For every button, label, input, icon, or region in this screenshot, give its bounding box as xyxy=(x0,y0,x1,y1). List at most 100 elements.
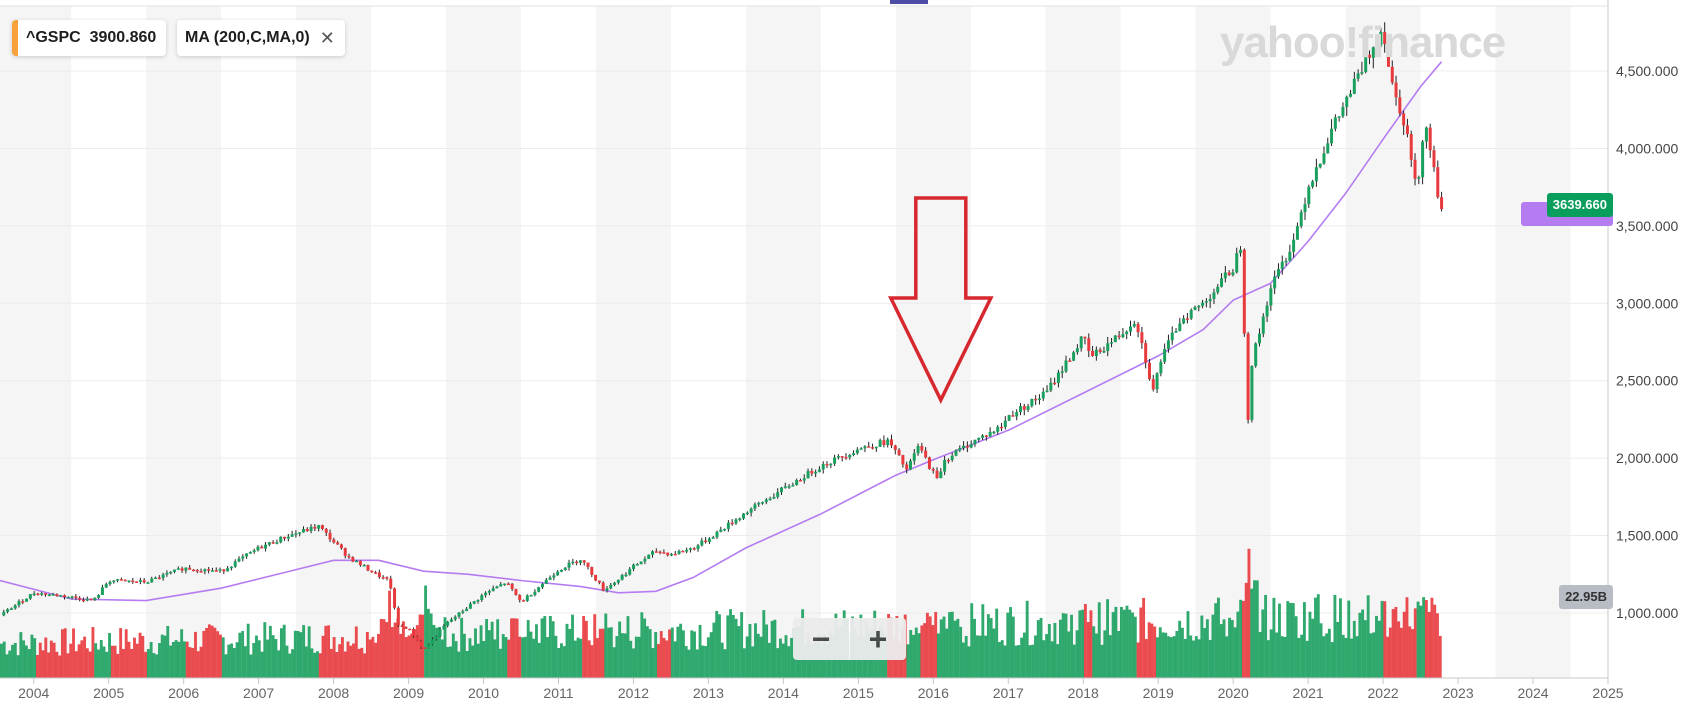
volume-bar xyxy=(1072,644,1076,678)
symbol-legend[interactable]: ^GSPC 3900.860 xyxy=(12,20,167,56)
volume-bar xyxy=(1253,580,1256,678)
volume-bar xyxy=(1422,597,1426,678)
candle-up xyxy=(1075,348,1079,353)
candle-down xyxy=(681,550,685,553)
volume-bar xyxy=(620,633,624,678)
candle-down xyxy=(207,569,211,571)
volume-bar xyxy=(648,629,652,678)
volume-bar xyxy=(754,623,757,678)
volume-bar xyxy=(169,645,172,678)
candle-up xyxy=(275,542,279,544)
candle-down xyxy=(1034,398,1038,401)
candle-up xyxy=(1125,331,1129,335)
candle-down xyxy=(586,562,590,568)
candle-up xyxy=(203,569,207,572)
candle-up xyxy=(1349,93,1353,97)
volume-bar xyxy=(1383,601,1387,678)
indicator-legend[interactable]: MA (200,C,MA,0) ✕ xyxy=(177,20,345,56)
volume-bar xyxy=(38,642,42,678)
candle-up xyxy=(1330,128,1334,144)
volume-bar xyxy=(1408,626,1412,678)
volume-bar xyxy=(1028,645,1032,678)
candle-down xyxy=(1386,43,1390,67)
candle-up xyxy=(639,561,643,565)
candle-down xyxy=(123,579,127,582)
volume-bar xyxy=(119,628,123,678)
volume-bar xyxy=(759,636,763,678)
candle-down xyxy=(157,577,161,580)
volume-bar xyxy=(349,645,353,678)
volume-bar xyxy=(1380,600,1384,678)
volume-bar xyxy=(1180,627,1184,678)
x-tick-label: 2022 xyxy=(1368,685,1399,701)
candle-up xyxy=(245,553,249,557)
volume-bar xyxy=(659,631,663,678)
candle-up xyxy=(723,528,727,531)
volume-bar xyxy=(493,639,497,678)
volume-bar xyxy=(332,637,336,678)
candle-up xyxy=(669,553,673,556)
volume-bar xyxy=(1097,602,1101,678)
x-tick-label: 2025 xyxy=(1592,685,1623,701)
volume-bar xyxy=(235,642,239,678)
candle-up xyxy=(950,455,954,461)
candle-up xyxy=(1201,302,1205,306)
volume-bar xyxy=(662,637,666,678)
candle-up xyxy=(567,562,571,568)
candle-up xyxy=(1041,391,1045,399)
candle-up xyxy=(1276,269,1280,277)
candle-down xyxy=(358,560,362,566)
candle-up xyxy=(578,560,582,563)
volume-bar xyxy=(975,635,979,678)
volume-bar xyxy=(390,627,394,678)
zoom-out-button[interactable]: − xyxy=(811,620,831,657)
candle-down xyxy=(389,578,393,589)
volume-bar xyxy=(188,647,192,678)
x-tick-label: 2016 xyxy=(918,685,949,701)
candle-up xyxy=(449,619,453,622)
volume-bar xyxy=(63,628,67,678)
volume-bar xyxy=(166,625,170,678)
volume-bar xyxy=(809,644,813,678)
candle-up xyxy=(958,448,962,451)
volume-bar xyxy=(1289,602,1292,678)
zoom-in-button[interactable]: + xyxy=(849,618,906,660)
volume-bar xyxy=(925,612,929,678)
volume-bar xyxy=(784,635,788,678)
volume-bar xyxy=(27,649,31,678)
close-icon[interactable]: ✕ xyxy=(319,27,335,48)
candle-up xyxy=(427,644,431,649)
y-tick-label: 2,000.000 xyxy=(1616,450,1678,466)
volume-bar xyxy=(1114,606,1118,678)
candle-down xyxy=(890,439,894,446)
volume-bar xyxy=(576,637,580,678)
volume-bar xyxy=(421,614,425,678)
volume-bar xyxy=(790,637,793,678)
volume-bar xyxy=(1222,619,1226,678)
volume-bar xyxy=(1350,638,1353,678)
volume-bar xyxy=(673,641,677,678)
volume-bar xyxy=(1250,588,1254,678)
volume-bar xyxy=(765,624,769,678)
volume-bar xyxy=(443,617,447,678)
volume-bar xyxy=(665,640,669,678)
candle-down xyxy=(1140,332,1144,344)
candle-up xyxy=(241,556,245,559)
volume-bar xyxy=(30,634,34,678)
volume-bar xyxy=(1144,639,1148,678)
volume-bar xyxy=(1047,624,1051,678)
symbol-legend-label: ^GSPC 3900.860 xyxy=(18,29,166,47)
volume-bar xyxy=(1438,635,1442,678)
candle-up xyxy=(1307,186,1311,205)
candle-down xyxy=(377,572,381,578)
volume-bar xyxy=(243,646,247,678)
candle-up xyxy=(256,546,260,551)
candle-down xyxy=(1147,362,1151,380)
candle-down xyxy=(692,548,696,550)
candle-up xyxy=(814,471,818,474)
volume-bar xyxy=(1319,623,1323,678)
volume-bar xyxy=(329,648,333,678)
candle-up xyxy=(787,486,791,488)
